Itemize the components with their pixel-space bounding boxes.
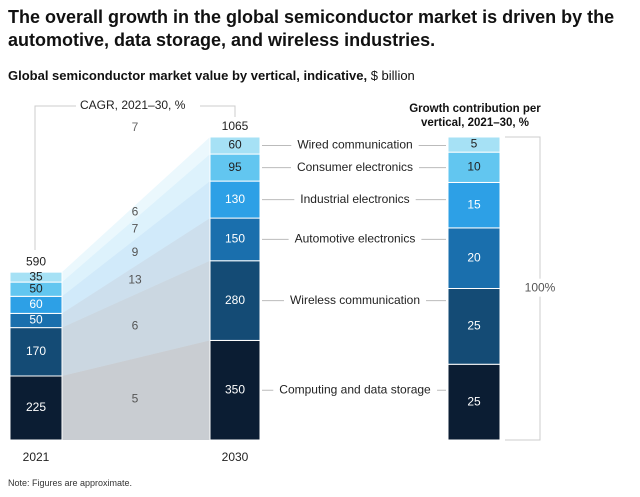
contribution-total: 100% xyxy=(525,281,556,295)
contribution-label: 5 xyxy=(471,137,478,151)
flow-area xyxy=(62,154,210,297)
value-label: 50 xyxy=(29,281,43,295)
label-bg xyxy=(291,136,419,153)
x-tick-label: 2030 xyxy=(222,450,249,464)
cagr-label: 6 xyxy=(132,204,139,218)
bar-segment xyxy=(209,180,261,219)
contribution-label: 20 xyxy=(467,250,481,264)
contribution-title: Growth contribution per vertical, 2021–3… xyxy=(409,103,541,129)
value-label: 60 xyxy=(228,138,242,152)
value-label: 225 xyxy=(26,400,46,414)
value-label: 150 xyxy=(225,232,245,246)
value-label: 130 xyxy=(225,192,245,206)
bar-segment xyxy=(209,153,261,182)
bar-segment xyxy=(209,339,261,441)
value-label: 35 xyxy=(29,269,43,283)
total-label: 590 xyxy=(26,254,46,268)
bars xyxy=(9,136,261,441)
contribution-label: 15 xyxy=(467,197,481,211)
flow-area xyxy=(62,340,210,440)
value-label: 350 xyxy=(225,382,245,396)
cagr-label: 5 xyxy=(132,391,139,405)
total-label: 1065 xyxy=(222,119,249,133)
page-title: The overall growth in the global semicon… xyxy=(8,7,615,50)
labels: 225 350 5 Computing and data storage 170 280 6… xyxy=(26,136,446,414)
cagr-label: 9 xyxy=(132,245,139,259)
contribution-label: 25 xyxy=(467,319,481,333)
legend-label: Wireless communication xyxy=(290,293,420,307)
bar-segment xyxy=(209,260,261,341)
value-label: 280 xyxy=(225,293,245,307)
contribution-segment xyxy=(447,136,501,153)
contribution-segment xyxy=(447,363,501,441)
legend-label: Consumer electronics xyxy=(297,160,413,174)
label-bg xyxy=(288,230,422,247)
value-label: 50 xyxy=(29,313,43,327)
label-bg xyxy=(522,278,558,297)
note: Note: Figures are approximate. xyxy=(8,478,133,488)
bar-segment xyxy=(209,217,261,262)
unit: $ billion xyxy=(370,68,415,83)
value-label: 170 xyxy=(26,344,46,358)
contribution-segment xyxy=(447,288,501,365)
label-bg xyxy=(290,158,420,175)
value-label: 60 xyxy=(29,297,43,311)
flow-area xyxy=(62,137,210,283)
cagr-title: CAGR, 2021–30, % xyxy=(80,98,186,112)
label-bg xyxy=(294,190,416,207)
bracket xyxy=(34,105,76,250)
flows xyxy=(62,137,210,440)
x-tick-label: 2021 xyxy=(23,450,50,464)
flow-area xyxy=(62,218,210,328)
contribution-label: 10 xyxy=(467,159,481,173)
contribution-segment xyxy=(447,181,501,229)
value-label: 95 xyxy=(228,160,242,174)
chart-title: Global semiconductor market value by ver… xyxy=(8,68,415,83)
label-bg xyxy=(273,381,438,398)
label-bg xyxy=(283,291,427,308)
bar-segment xyxy=(9,271,63,283)
cagr-label: 6 xyxy=(132,319,139,333)
subtitle: Global semiconductor market value by ver… xyxy=(8,68,368,83)
flow-area xyxy=(62,260,210,376)
total-cagr: 7 xyxy=(132,120,139,134)
bar-segment xyxy=(9,375,63,441)
bracket xyxy=(200,105,236,117)
legend-label: Wired communication xyxy=(297,138,412,152)
flow-area xyxy=(62,181,210,314)
contribution-segment xyxy=(447,227,501,289)
cagr-label: 7 xyxy=(132,221,139,235)
bar-segment xyxy=(9,327,63,377)
cagr-label: 13 xyxy=(128,273,142,287)
legend-label: Industrial electronics xyxy=(300,192,409,206)
legend-label: Automotive electronics xyxy=(295,232,416,246)
bar-segment xyxy=(209,136,261,155)
legend-label: Computing and data storage xyxy=(279,382,431,396)
contribution-label: 25 xyxy=(467,394,481,408)
